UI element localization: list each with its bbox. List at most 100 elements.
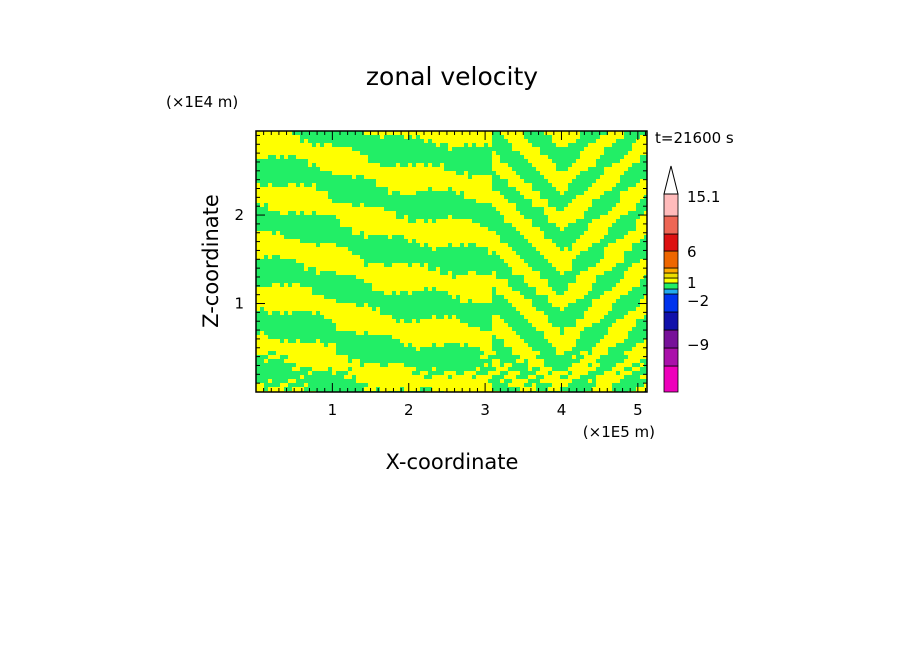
field-patch	[604, 247, 632, 251]
field-patch	[628, 231, 647, 235]
field-patch	[272, 283, 280, 287]
field-patch	[624, 155, 640, 159]
field-patch	[528, 359, 544, 363]
field-patch	[572, 371, 588, 375]
field-patch	[452, 187, 492, 191]
field-patch	[444, 315, 448, 319]
field-patch	[584, 311, 608, 315]
field-patch	[412, 135, 416, 139]
field-patch	[556, 347, 572, 351]
colorbar-label: 15.1	[687, 188, 720, 206]
field-patch	[436, 219, 472, 223]
field-patch	[408, 239, 412, 243]
field-patch	[464, 191, 500, 195]
colorbar-level	[663, 267, 679, 274]
field-patch	[492, 363, 500, 367]
field-patch	[476, 243, 508, 247]
field-patch	[464, 195, 504, 199]
field-patch	[596, 375, 624, 379]
field-patch	[280, 383, 288, 387]
field-patch	[416, 347, 420, 351]
field-patch	[256, 187, 316, 191]
field-patch	[624, 315, 644, 319]
field-patch	[508, 183, 532, 187]
field-patch	[580, 351, 588, 355]
y-tick-label: 1	[234, 295, 244, 313]
field-patch	[264, 307, 372, 311]
field-patch	[644, 383, 647, 387]
field-patch	[572, 243, 592, 247]
field-patch	[428, 287, 432, 291]
field-patch	[416, 219, 424, 223]
field-patch	[464, 371, 476, 375]
field-patch	[492, 167, 512, 171]
field-patch	[516, 187, 532, 191]
field-patch	[608, 211, 628, 215]
field-patch	[568, 167, 588, 171]
colorbar: 15.1 6 1−2 −9	[663, 165, 720, 393]
field-patch	[632, 347, 647, 351]
field-patch	[628, 355, 647, 359]
y-unit-label: (×1E4 m)	[166, 93, 238, 111]
field-patch	[540, 379, 572, 383]
field-patch	[572, 355, 576, 359]
colorbar-label: −9	[687, 336, 709, 354]
field-patch	[296, 259, 364, 263]
field-patch	[372, 283, 508, 287]
field-patch	[520, 231, 544, 235]
field-patch	[532, 383, 536, 387]
field-patch	[524, 279, 548, 283]
field-patch	[364, 235, 368, 239]
field-patch	[324, 315, 392, 319]
field-patch	[564, 247, 568, 251]
field-patch	[548, 215, 584, 219]
field-patch	[404, 215, 408, 219]
field-patch	[288, 379, 296, 383]
field-patch	[396, 291, 400, 295]
field-patch	[504, 215, 524, 219]
field-patch	[292, 367, 300, 371]
field-patch	[308, 163, 312, 167]
field-patch	[256, 235, 284, 239]
field-patch	[320, 243, 336, 247]
field-patch	[488, 251, 492, 255]
field-patch	[520, 387, 536, 391]
field-patch	[492, 151, 496, 155]
field-patch	[528, 159, 552, 163]
colorbar-level	[663, 347, 679, 367]
field-patch	[580, 155, 600, 159]
field-patch	[600, 339, 624, 343]
field-patch	[516, 307, 536, 311]
field-patch	[292, 387, 304, 391]
field-patch	[544, 375, 560, 379]
field-patch	[524, 235, 544, 239]
field-patch	[528, 375, 536, 379]
field-patch	[280, 255, 360, 259]
field-patch	[488, 371, 500, 375]
field-patch	[276, 155, 280, 159]
field-patch	[552, 183, 568, 187]
field-patch	[256, 343, 324, 347]
colorbar-level	[663, 277, 679, 284]
field-patch	[416, 163, 424, 167]
field-patch	[332, 171, 456, 175]
field-patch	[308, 159, 368, 163]
field-patch	[496, 335, 520, 339]
field-patch	[352, 231, 360, 235]
field-patch	[352, 359, 360, 363]
field-patch	[448, 215, 452, 219]
field-patch	[292, 283, 300, 287]
field-patch	[316, 339, 320, 343]
field-patch	[452, 375, 472, 379]
field-patch	[600, 175, 620, 179]
field-patch	[508, 179, 524, 183]
field-patch	[268, 183, 272, 187]
field-patch	[528, 367, 532, 371]
field-patch	[564, 331, 580, 335]
field-patch	[548, 179, 572, 183]
field-patch	[484, 363, 488, 367]
field-patch	[608, 243, 632, 247]
field-patch	[408, 163, 412, 167]
field-patch	[404, 135, 408, 139]
field-patch	[584, 191, 604, 195]
